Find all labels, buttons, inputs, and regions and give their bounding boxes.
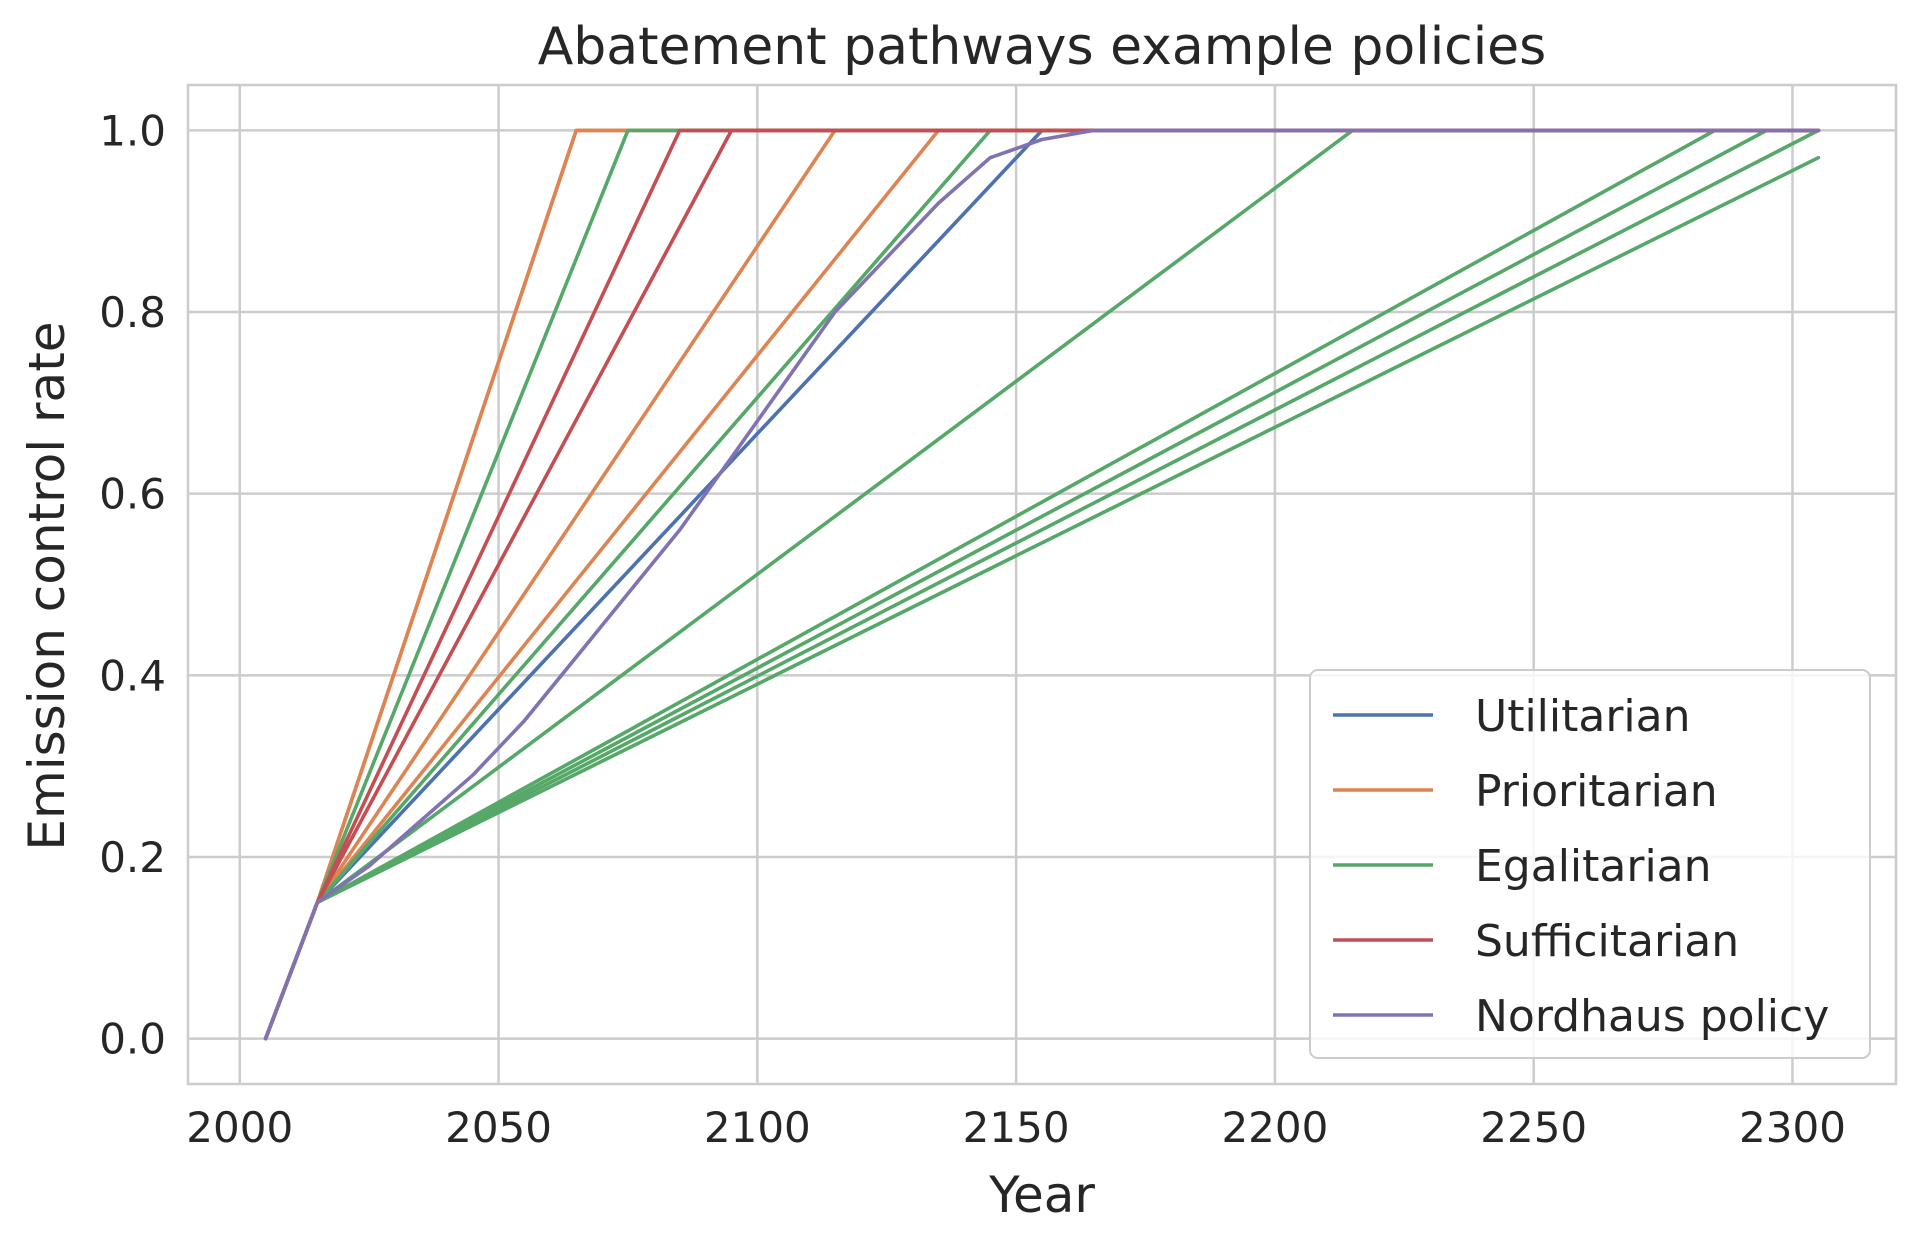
y-tick-label: 1.0 bbox=[99, 106, 166, 155]
x-tick-label: 2000 bbox=[186, 1103, 293, 1152]
legend-items: Utilitarian Prioritarian Egalitarian Suffic… bbox=[1333, 691, 1829, 1042]
y-tick-label: 0.6 bbox=[99, 470, 166, 519]
x-tick-label: 2200 bbox=[1221, 1103, 1328, 1152]
legend-label-egalitarian: Egalitarian bbox=[1475, 841, 1712, 892]
x-tick-label: 2050 bbox=[445, 1103, 552, 1152]
y-tick-label: 0.0 bbox=[99, 1015, 166, 1064]
chart-title: Abatement pathways example policies bbox=[538, 17, 1547, 77]
series-line-nordhaus-policy bbox=[263, 128, 1821, 1041]
x-tick-label: 2150 bbox=[963, 1103, 1070, 1152]
legend-label-nordhaus-policy: Nordhaus policy bbox=[1475, 991, 1829, 1042]
y-axis-title: Emission control rate bbox=[18, 321, 76, 850]
series-layer bbox=[263, 128, 1821, 1041]
tick-layer: 2000 2050 2100 2150 2200 2250 2300 0.0 0.2 0.4 0.6… bbox=[99, 106, 1846, 1152]
y-tick-label: 0.2 bbox=[99, 833, 166, 882]
x-tick-label: 2100 bbox=[704, 1103, 811, 1152]
legend-label-sufficitarian: Sufficitarian bbox=[1475, 916, 1739, 967]
legend-box bbox=[1309, 669, 1871, 1059]
legend-label-utilitarian: Utilitarian bbox=[1475, 691, 1691, 742]
y-tick-label: 0.8 bbox=[99, 288, 166, 337]
legend-label-prioritarian: Prioritarian bbox=[1475, 766, 1718, 817]
y-tick-label: 0.4 bbox=[99, 651, 166, 700]
legend: Utilitarian Prioritarian Egalitarian Suffic… bbox=[1309, 669, 1871, 1059]
x-axis-title: Year bbox=[988, 1166, 1095, 1224]
x-tick-label: 2250 bbox=[1480, 1103, 1587, 1152]
plot-frame bbox=[186, 83, 1898, 1086]
x-tick-label: 2300 bbox=[1739, 1103, 1846, 1152]
